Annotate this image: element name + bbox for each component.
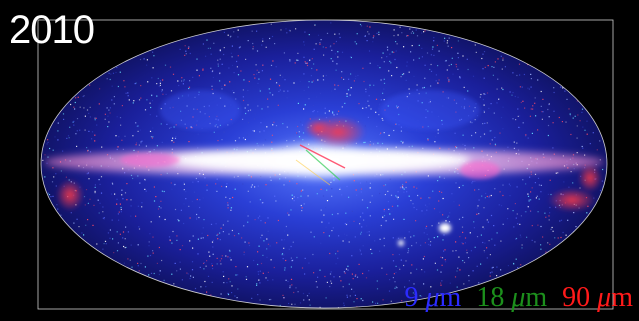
dust-clouds	[56, 90, 602, 246]
plot-frame	[37, 19, 614, 310]
streak-artifacts	[295, 144, 346, 186]
year-label: 2010	[9, 8, 95, 52]
band-90-label: 90 μm	[562, 282, 633, 313]
sky-ellipse	[41, 20, 607, 308]
band-9-label: 9 μm	[404, 282, 462, 313]
band-18-label: 18 μm	[476, 282, 548, 313]
band-legend: 9 μm 18 μm 90 μm	[404, 283, 633, 313]
